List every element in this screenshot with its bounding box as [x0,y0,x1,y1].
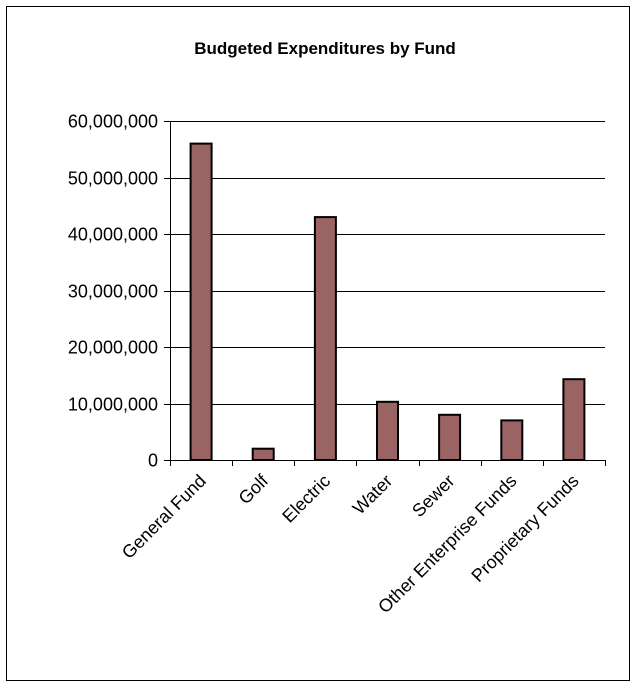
x-tick-label: Sewer [408,471,458,521]
x-tick-label: Proprietary Funds [467,471,582,586]
bar [189,142,213,461]
bar [376,400,399,461]
bar [562,378,586,462]
y-tick-label: 30,000,000 [68,282,158,302]
chart-title: Budgeted Expenditures by Fund [194,39,456,58]
gridlines [170,121,605,405]
x-tick-label: Electric [278,471,334,527]
bar [313,216,337,461]
y-tick-label: 50,000,000 [68,169,158,189]
bars [189,142,586,462]
y-tick-label: 60,000,000 [68,112,158,132]
y-tick-label: 40,000,000 [68,225,158,245]
y-tick-label: 0 [148,451,158,471]
axes [164,121,606,466]
x-tick-label: Water [349,471,397,519]
bar [500,419,524,461]
bar [438,413,462,461]
y-tick-label: 10,000,000 [68,395,158,415]
x-tick-label: Golf [235,470,273,508]
y-tick-label: 20,000,000 [68,338,158,358]
x-tick-label: General Fund [118,471,210,563]
bar [251,447,275,462]
